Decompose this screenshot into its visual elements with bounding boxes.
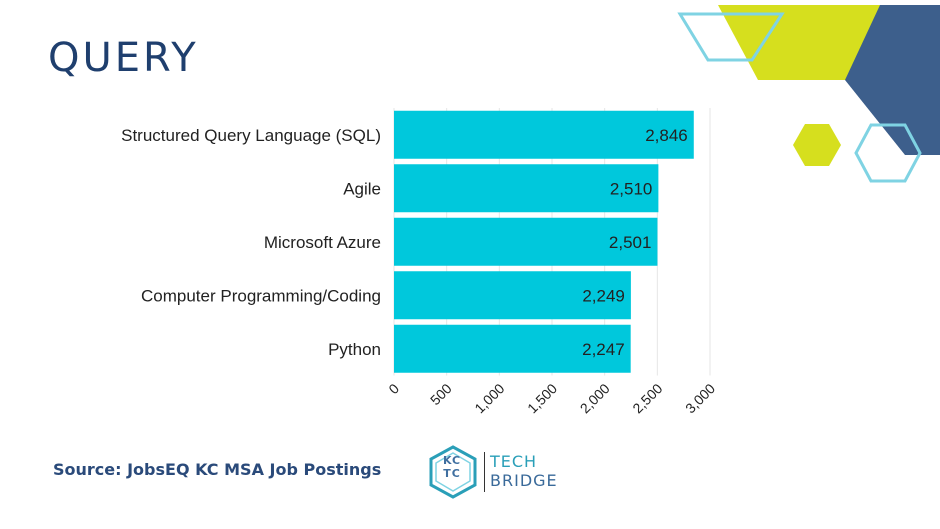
x-tick-label: 500	[427, 380, 455, 408]
bar	[394, 217, 658, 266]
bars	[394, 110, 694, 373]
x-tick-label: 1,000	[471, 380, 507, 416]
category-label: Python	[328, 340, 381, 359]
bar	[394, 324, 631, 373]
category-label: Agile	[343, 179, 381, 198]
x-tick-label: 1,500	[524, 380, 560, 416]
outline-trapezoid	[677, 12, 785, 62]
x-tick-label: 0	[385, 380, 402, 397]
category-label: Structured Query Language (SQL)	[121, 126, 381, 145]
bar	[394, 164, 659, 213]
logo-divider	[484, 452, 485, 492]
logo-monogram: KC TC	[426, 454, 478, 480]
logo-word-bridge: BRIDGE	[490, 471, 558, 490]
lime-hexagon	[793, 124, 841, 166]
value-label: 2,249	[582, 286, 625, 305]
techbridge-logo: KC TC TECH BRIDGE	[426, 444, 576, 500]
value-label: 2,501	[609, 233, 652, 252]
category-label: Computer Programming/Coding	[141, 286, 381, 305]
x-tick-label: 2,500	[629, 380, 665, 416]
source-note: Source: JobsEQ KC MSA Job Postings	[53, 460, 382, 479]
logo-hexagon-icon	[429, 445, 477, 499]
logo-word-tech: TECH	[490, 452, 538, 471]
logo-monogram-line2: TC	[443, 467, 461, 480]
value-label: 2,846	[645, 126, 688, 145]
category-labels: Structured Query Language (SQL) Agile Micr…	[121, 126, 381, 359]
category-label: Microsoft Azure	[264, 233, 381, 252]
bar	[394, 110, 694, 159]
x-tick-label: 2,000	[577, 380, 613, 416]
value-label: 2,247	[582, 340, 625, 359]
x-axis-tick-labels: 0 500 1,000 1,500 2,000 2,500 3,000	[385, 380, 718, 416]
value-labels: 2,846 2,510 2,501 2,249 2,247	[582, 126, 688, 359]
outline-hexagon	[854, 123, 922, 183]
page-title: QUERY	[48, 35, 199, 81]
x-tick-label: 3,000	[682, 380, 718, 416]
logo-monogram-line1: KC	[442, 454, 462, 467]
value-label: 2,510	[610, 179, 653, 198]
lime-shape	[718, 5, 880, 80]
bar	[394, 271, 631, 320]
